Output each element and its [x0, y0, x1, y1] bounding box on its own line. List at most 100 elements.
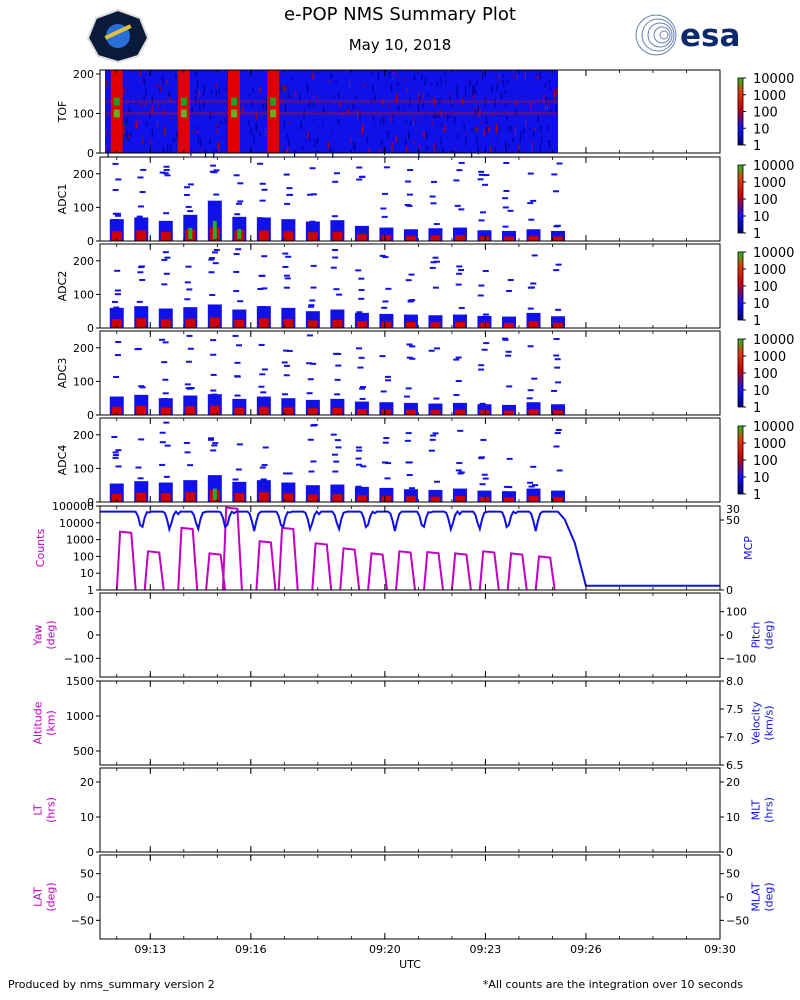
tof-pixel: [508, 125, 510, 133]
tof-pixel: [217, 125, 219, 128]
tof-pixel: [469, 78, 471, 88]
tof-pixel: [176, 131, 178, 135]
adc-count-dash: [187, 347, 194, 350]
adc-core: [307, 408, 318, 415]
panel-frame-7: [99, 680, 721, 766]
adc-count-dash: [531, 484, 538, 487]
tof-pixel: [288, 93, 290, 98]
tof-pixel: [408, 131, 410, 140]
adc-count-dash: [135, 347, 142, 350]
adc-count-dash: [553, 445, 560, 448]
panel-frame-5: [99, 505, 721, 591]
adc-count-dash: [481, 348, 488, 351]
adc-count-dash: [282, 252, 289, 255]
tof-pixel: [405, 120, 407, 125]
tof-pixel: [388, 71, 391, 79]
tof-pixel: [333, 96, 336, 99]
tof-pixel: [286, 133, 289, 138]
adc-count-dash: [380, 207, 387, 210]
adc-count-dash: [358, 297, 365, 300]
tof-pixel: [472, 85, 474, 95]
adc-count-dash: [527, 481, 534, 484]
tof-pixel: [544, 82, 546, 88]
adc-count-dash: [284, 202, 291, 205]
tof-pixel: [146, 122, 148, 127]
adc-core: [381, 409, 392, 415]
tof-pixel: [285, 149, 287, 154]
adc-count-dash: [356, 311, 363, 314]
tof-pixel: [449, 92, 452, 94]
tof-pixel: [143, 78, 145, 83]
tof-pixel: [332, 149, 334, 159]
panel-frame-1: [99, 156, 721, 242]
tof-pixel: [158, 110, 160, 112]
tof-pixel: [105, 130, 107, 136]
adc-count-dash: [458, 306, 465, 309]
adc-core: [454, 321, 465, 328]
tof-pixel: [441, 123, 443, 128]
right-y-tick-label: 0: [726, 891, 733, 904]
tof-pixel: [443, 129, 445, 132]
adc-count-dash: [161, 283, 168, 286]
tof-pixel: [476, 137, 478, 145]
tof-y-tick-label: 200: [73, 68, 94, 81]
adc-core: [553, 236, 564, 241]
adc-count-dash: [210, 449, 217, 452]
tof-pixel: [267, 150, 269, 158]
adc-count-dash: [111, 435, 118, 438]
adc-count-dash: [478, 170, 485, 173]
tof-pixel: [532, 100, 534, 102]
adc-count-dash: [138, 438, 145, 441]
adc-count-dash: [453, 179, 460, 182]
tof-pixel: [328, 80, 331, 82]
adc-count-dash: [161, 258, 168, 261]
adc-core: [283, 407, 294, 415]
tof-pixel: [543, 94, 545, 104]
tof-pixel: [525, 118, 527, 127]
adc-column: [477, 230, 492, 241]
adc-core: [185, 406, 196, 415]
adc-hot: [212, 220, 217, 239]
counts-line: [311, 542, 333, 591]
adc-count-dash: [137, 477, 144, 480]
tof-pixel: [445, 72, 447, 76]
tof-pixel: [338, 92, 340, 99]
adc-count-dash: [433, 223, 440, 226]
counts-line: [221, 506, 243, 591]
tof-pixel: [431, 82, 433, 85]
adc-count-dash: [211, 444, 218, 447]
tof-pixel: [537, 76, 539, 79]
tof-peak: [231, 97, 238, 106]
left-y-tick-label: 20: [80, 776, 94, 789]
adc-count-dash: [309, 220, 316, 223]
adc-hot: [237, 228, 242, 239]
tof-pixel: [349, 80, 351, 87]
adc-count-dash: [235, 202, 242, 205]
tof-pixel: [426, 93, 428, 97]
adc-count-dash: [556, 162, 563, 165]
tof-pixel: [392, 71, 395, 77]
adc-count-dash: [434, 480, 441, 483]
tof-pixel: [342, 112, 344, 117]
tof-pixel: [475, 126, 478, 132]
adc-count-dash: [478, 456, 485, 459]
adc-count-dash: [455, 469, 462, 472]
tof-pixel: [549, 97, 551, 101]
tof-pixel: [391, 138, 394, 140]
tof-pixel: [322, 123, 324, 127]
adc-core: [258, 492, 269, 502]
adc-count-dash: [526, 397, 533, 400]
adc-count-dash: [455, 356, 462, 359]
tof-pixel: [191, 107, 193, 113]
tof-pixel: [374, 122, 377, 124]
tof-peak: [180, 97, 187, 106]
adc-count-dash: [233, 270, 240, 273]
tof-pixel: [347, 108, 349, 115]
tof-pixel: [533, 131, 535, 137]
counts-line: [115, 530, 137, 591]
adc-count-dash: [506, 289, 513, 292]
adc-count-dash: [331, 453, 338, 456]
adc-core: [503, 236, 514, 241]
tof-y-tick-label: 100: [73, 107, 94, 120]
colorbar-tick-label: 10: [753, 122, 770, 137]
